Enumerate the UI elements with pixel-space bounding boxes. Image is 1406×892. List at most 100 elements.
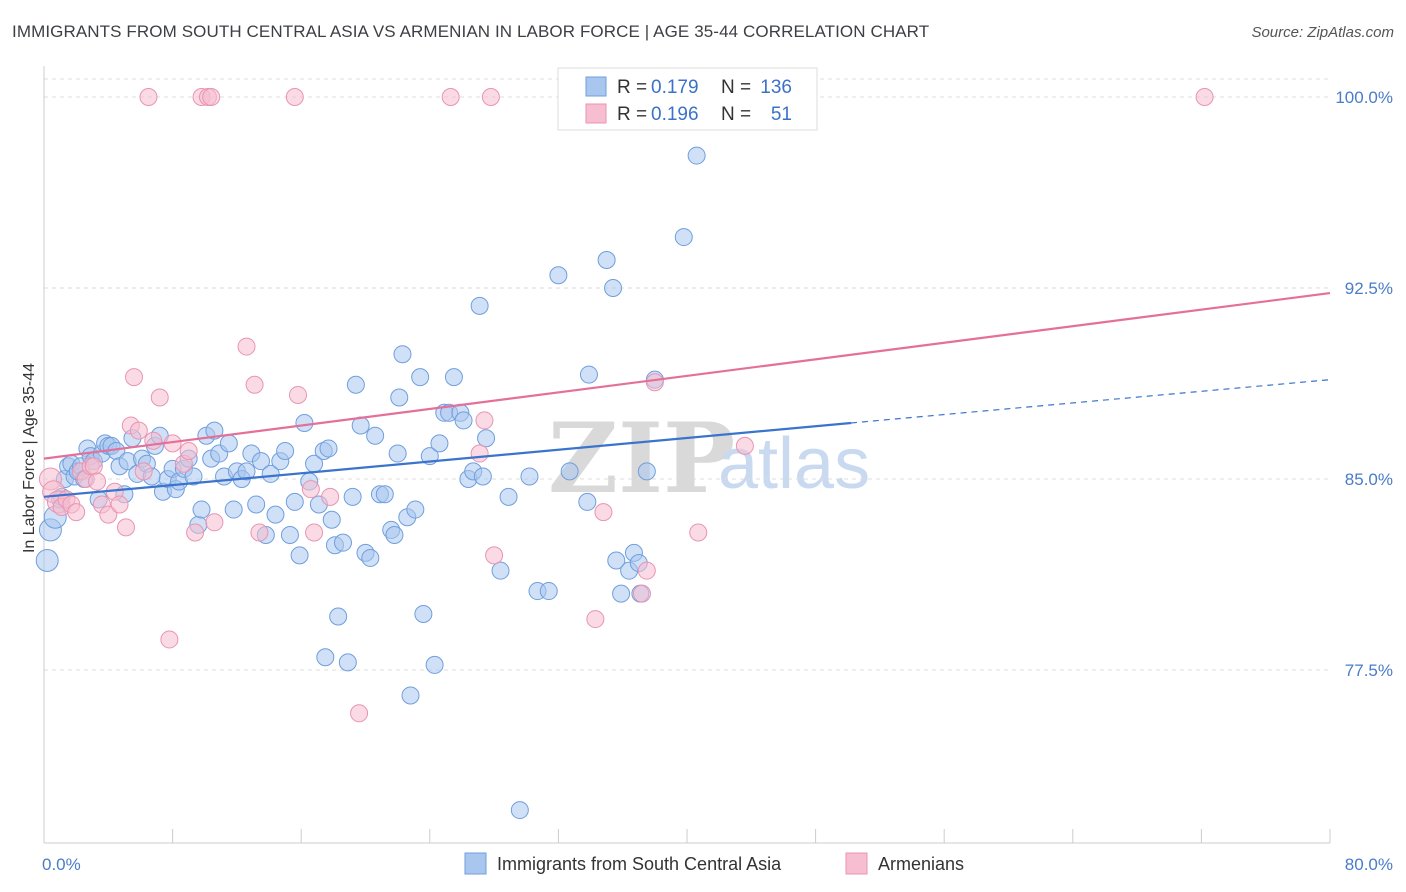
legend: R = 0.179 N = 136 R = 0.196 N = 51 [557,67,818,131]
point-immigrants [261,464,280,483]
point-armenians [150,388,169,407]
point-immigrants [388,444,407,463]
y-axis-label: In Labor Force | Age 35-44 [21,363,38,553]
point-immigrants [444,368,463,387]
chart-title: IMMIGRANTS FROM SOUTH CENTRAL ASIA VS AR… [12,22,930,41]
point-immigrants [406,500,425,519]
axes [43,66,1331,844]
point-immigrants [290,546,309,565]
point-immigrants [205,421,224,440]
point-immigrants [276,441,295,460]
y-tick-label: 100.0% [1335,88,1393,107]
legend-r-label-1: R = [617,77,647,98]
point-armenians [689,523,708,542]
point-armenians [305,523,324,542]
point-immigrants [280,526,299,545]
point-armenians [301,480,320,499]
y-tick-label: 85.0% [1345,470,1393,489]
point-immigrants [219,434,238,453]
point-immigrants [597,250,616,269]
legend-swatch-armenians [585,103,607,124]
point-immigrants [184,467,203,486]
point-immigrants [579,365,598,384]
point-armenians [129,421,148,440]
point-immigrants [237,462,256,481]
point-armenians [186,523,205,542]
point-armenians [99,505,118,524]
point-immigrants [477,429,496,448]
point-immigrants [674,228,693,247]
point-armenians [67,503,86,522]
point-armenians [475,411,494,430]
point-immigrants [520,467,539,486]
point-immigrants [346,375,365,394]
point-armenians [321,487,340,506]
bottom-legend: Immigrants from South Central Asia Armen… [464,852,964,875]
point-immigrants [266,505,285,524]
point-immigrants [375,485,394,504]
point-armenians [179,441,198,460]
point-immigrants [285,492,304,511]
point-armenians [205,513,224,532]
point-immigrants [316,648,335,667]
bottom-legend-label-immigrants: Immigrants from South Central Asia [497,854,782,874]
point-armenians [160,630,179,649]
legend-r-value-1: 0.179 [651,77,699,98]
point-armenians [481,88,500,106]
point-armenians [144,431,163,450]
point-armenians [470,444,489,463]
point-immigrants [499,487,518,506]
point-immigrants [687,146,706,165]
point-armenians [245,375,264,394]
point-immigrants [338,653,357,672]
point-immigrants [366,426,385,445]
point-armenians [632,584,651,603]
point-immigrants [430,434,449,453]
point-immigrants [454,411,473,430]
bottom-legend-swatch-armenians [845,852,868,875]
trend-line-immigrants [43,421,852,498]
point-immigrants [343,487,362,506]
point-immigrants [322,510,341,529]
points-layer [35,88,1214,820]
point-armenians [441,88,460,106]
point-armenians [288,385,307,404]
watermark-atlas: atlas [718,424,870,504]
point-immigrants [491,561,510,580]
y-tick-label: 77.5% [1345,661,1393,680]
point-armenians [735,436,754,455]
point-immigrants [192,500,211,519]
point-immigrants [393,345,412,364]
trend-line-immigrants-extension [850,379,1331,424]
point-immigrants [604,279,623,297]
point-immigrants [411,368,430,387]
legend-r-label-2: R = [617,104,647,125]
point-armenians [586,610,605,629]
point-immigrants [333,533,352,552]
point-immigrants [295,413,314,432]
legend-n-label-2: N = [721,104,751,125]
x-tick-label-min: 0.0% [42,855,81,874]
point-immigrants [560,462,579,481]
point-immigrants [539,582,558,601]
x-tick-label-max: 80.0% [1345,855,1393,874]
bottom-legend-swatch-immigrants [464,852,487,875]
point-armenians [84,457,103,476]
legend-swatch-immigrants [585,76,607,97]
point-immigrants [224,500,243,519]
point-armenians [485,546,504,565]
point-immigrants [35,548,59,572]
source-label: Source: ZipAtlas.com [1251,24,1394,41]
point-immigrants [578,492,597,511]
point-armenians [110,495,129,514]
legend-n-value-1: 136 [760,77,792,98]
trend-line-armenians [43,292,1331,460]
point-immigrants [361,548,380,567]
point-immigrants [549,266,568,285]
legend-r-value-2: 0.196 [651,104,699,125]
point-armenians [139,88,158,106]
point-immigrants [401,686,420,705]
point-armenians [125,368,144,387]
point-immigrants [252,452,271,471]
